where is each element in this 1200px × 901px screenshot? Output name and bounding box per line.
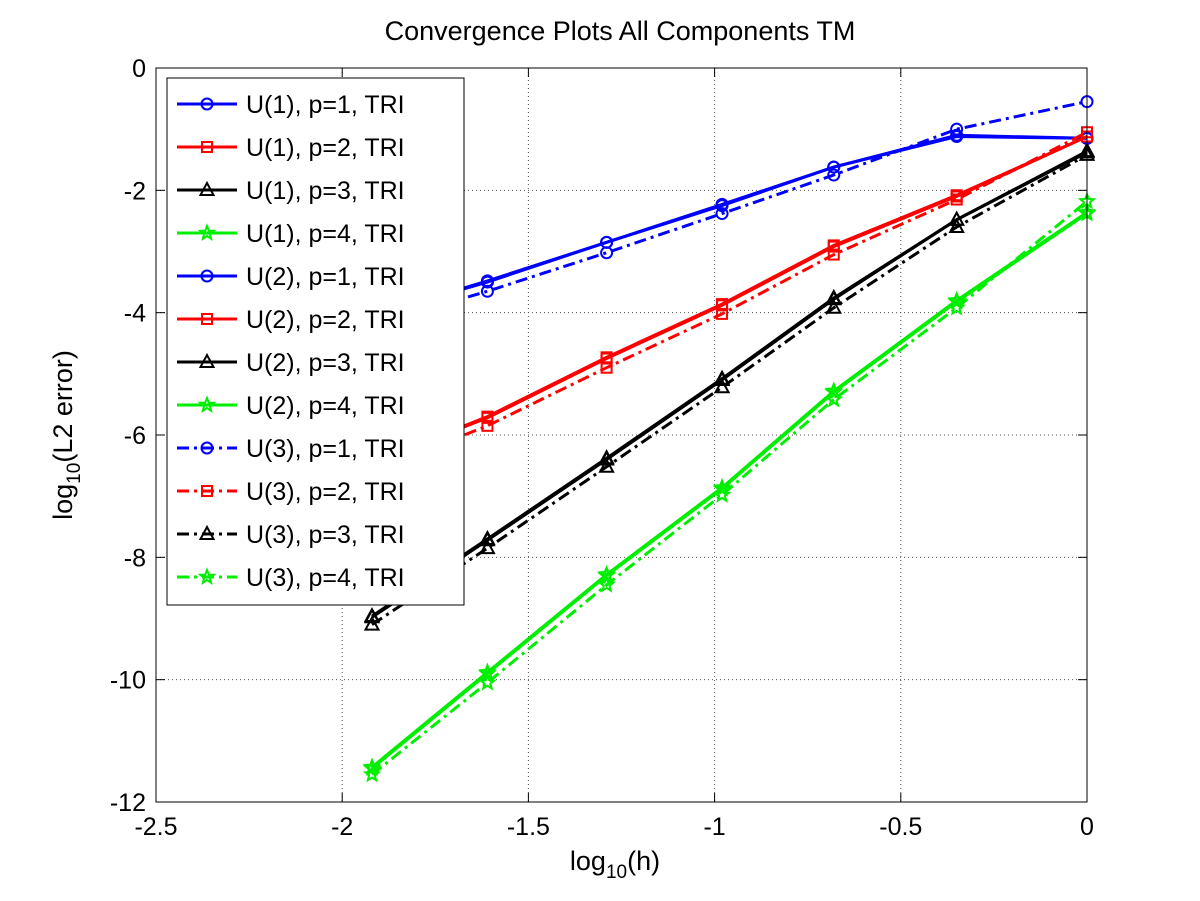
chart-title: Convergence Plots All Components TM xyxy=(385,16,856,46)
legend-marker xyxy=(197,567,217,585)
data-point xyxy=(712,485,732,503)
legend-box xyxy=(166,77,465,606)
x-axis-label: log10(h) xyxy=(570,846,660,883)
data-point xyxy=(950,193,963,206)
legend-label: U(1), p=4, TRI xyxy=(246,220,405,248)
x-tick-label: -2.5 xyxy=(134,813,177,841)
legend-item: U(2), p=1, TRI xyxy=(177,263,405,291)
legend-item: U(1), p=1, TRI xyxy=(177,91,405,119)
legend-item: U(3), p=2, TRI xyxy=(177,478,405,506)
x-tick-label: -0.5 xyxy=(879,813,922,841)
legend-marker xyxy=(197,395,217,413)
legend-item: U(3), p=4, TRI xyxy=(177,564,405,592)
data-point xyxy=(600,361,613,374)
data-point xyxy=(947,298,966,316)
plot-series xyxy=(362,95,1097,783)
data-point xyxy=(478,672,497,691)
legend-marker xyxy=(200,441,214,455)
y-tick-label: -2 xyxy=(124,177,146,205)
data-point xyxy=(824,389,844,408)
y-axis-label: log10(L2 error) xyxy=(48,350,85,520)
data-point xyxy=(715,197,729,211)
data-point xyxy=(825,298,842,314)
legend-label: U(3), p=3, TRI xyxy=(246,521,405,549)
legend: U(1), p=1, TRI U(1), p=2, TRI U(1), p=3, T… xyxy=(166,77,465,606)
legend-item: U(2), p=4, TRI xyxy=(177,392,405,420)
y-tick-label: -4 xyxy=(124,300,146,328)
legend-item: U(3), p=1, TRI xyxy=(177,435,405,463)
y-tick-label: 0 xyxy=(132,55,146,83)
legend-marker xyxy=(198,524,216,540)
legend-item: U(2), p=2, TRI xyxy=(177,306,405,334)
legend-label: U(1), p=1, TRI xyxy=(246,91,405,119)
legend-marker xyxy=(201,313,213,325)
legend-item: U(3), p=3, TRI xyxy=(177,521,405,549)
series-line xyxy=(371,130,1088,474)
data-point xyxy=(715,207,729,221)
y-tick-label: -8 xyxy=(124,544,146,572)
x-tick-label: -1 xyxy=(703,813,725,841)
y-tick-label: -10 xyxy=(110,667,146,695)
legend-marker xyxy=(200,269,214,283)
data-point xyxy=(479,529,496,545)
x-tick-label: -1.5 xyxy=(507,813,550,841)
legend-marker xyxy=(198,352,216,368)
data-point xyxy=(948,210,965,226)
legend-label: U(3), p=4, TRI xyxy=(246,564,405,592)
data-point xyxy=(363,615,381,631)
legend-label: U(2), p=4, TRI xyxy=(246,392,405,420)
data-point xyxy=(827,168,841,182)
legend-item: U(1), p=2, TRI xyxy=(177,134,405,162)
series-line xyxy=(371,100,1088,327)
axis-ticks xyxy=(155,67,1088,803)
legend-label: U(3), p=1, TRI xyxy=(246,435,405,463)
legend-item: U(1), p=4, TRI xyxy=(177,220,405,248)
y-tick-labels: -12 -10 -8 -6 -4 -2 0 xyxy=(110,55,146,817)
data-point xyxy=(481,419,494,432)
legend-item: U(2), p=3, TRI xyxy=(177,349,405,377)
x-tick-label: 0 xyxy=(1080,813,1094,841)
data-point xyxy=(479,539,496,555)
data-point xyxy=(480,284,494,298)
legend-marker xyxy=(197,223,217,241)
legend-item: U(1), p=3, TRI xyxy=(177,177,405,205)
legend-label: U(2), p=3, TRI xyxy=(246,349,405,377)
legend-label: U(1), p=3, TRI xyxy=(246,177,405,205)
data-point xyxy=(598,449,615,465)
data-point xyxy=(825,288,842,304)
legend-marker xyxy=(201,141,213,153)
data-point xyxy=(713,369,731,385)
y-tick-label: -6 xyxy=(124,422,146,450)
series-11 xyxy=(363,145,1096,631)
legend-marker xyxy=(198,180,216,196)
y-tick-label: -12 xyxy=(110,789,146,817)
data-point xyxy=(363,606,381,623)
series-line xyxy=(371,153,1088,626)
data-point xyxy=(950,122,964,136)
legend-marker xyxy=(201,485,213,497)
data-point xyxy=(950,128,964,142)
data-point xyxy=(716,307,729,320)
legend-label: U(1), p=2, TRI xyxy=(246,134,405,162)
data-point xyxy=(598,457,615,473)
data-point xyxy=(827,160,841,174)
data-point xyxy=(600,246,614,260)
legend-label: U(2), p=1, TRI xyxy=(246,263,405,291)
data-point xyxy=(948,217,965,234)
data-point xyxy=(597,575,616,593)
legend-label: U(2), p=2, TRI xyxy=(246,306,405,334)
legend-label: U(3), p=2, TRI xyxy=(246,478,405,506)
x-tick-label: -2 xyxy=(331,813,353,841)
legend-marker xyxy=(200,97,214,111)
data-point xyxy=(827,248,840,261)
x-tick-labels: -2.5 -2 -1.5 -1 -0.5 0 xyxy=(134,813,1094,841)
data-point xyxy=(713,378,731,394)
data-point xyxy=(362,764,382,783)
